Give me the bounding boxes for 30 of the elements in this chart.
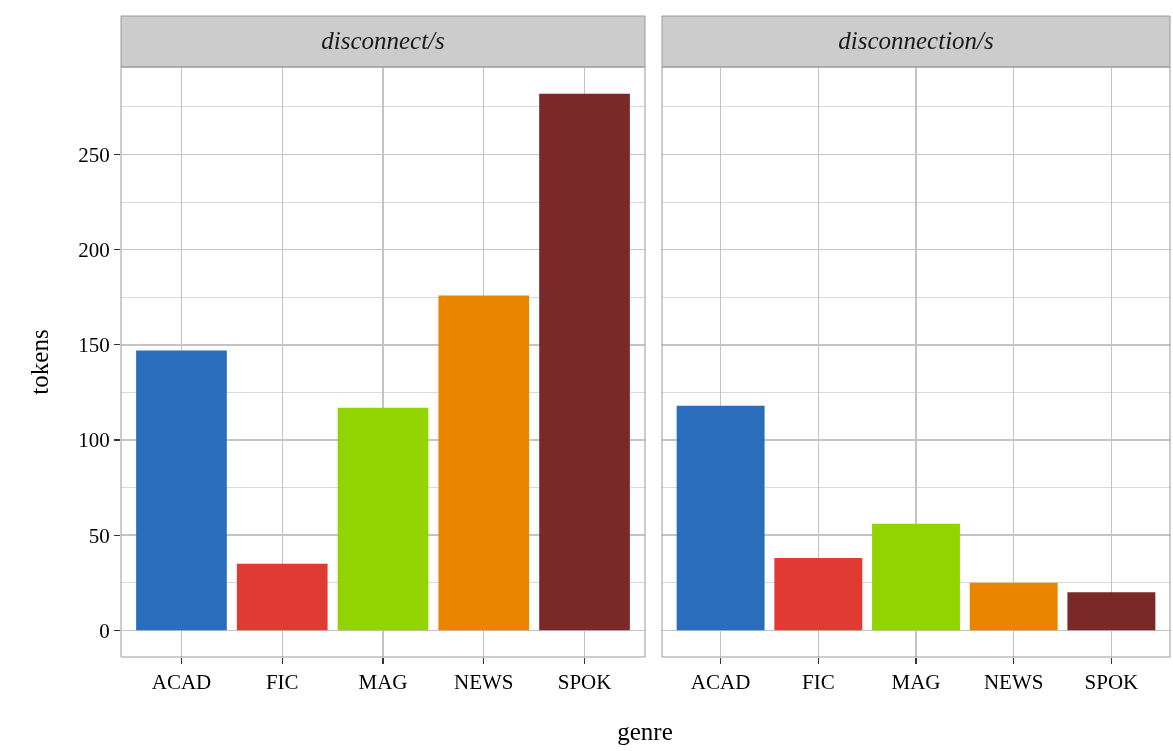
chart-title: disconnect/s bbox=[321, 27, 445, 55]
bar bbox=[337, 407, 429, 631]
y-axis-title: tokens bbox=[26, 329, 54, 395]
x-tick-label: NEWS bbox=[454, 670, 514, 695]
bar bbox=[774, 558, 863, 631]
bar bbox=[438, 295, 530, 631]
chart-title: disconnection/s bbox=[838, 27, 994, 55]
bar bbox=[872, 523, 960, 631]
y-tick-label: 200 bbox=[78, 238, 110, 263]
x-axis-title: genre bbox=[616, 718, 674, 746]
x-tick-label: MAG bbox=[891, 670, 941, 695]
x-tick-label: FIC bbox=[265, 670, 299, 695]
bar bbox=[539, 93, 630, 631]
x-tick-label: SPOK bbox=[1084, 670, 1139, 695]
y-tick-label: 250 bbox=[78, 142, 110, 167]
x-tick-label: MAG bbox=[358, 670, 408, 695]
y-tick-label: 50 bbox=[88, 523, 110, 548]
x-tick-label: FIC bbox=[801, 670, 835, 695]
bar bbox=[676, 405, 765, 631]
bar bbox=[236, 563, 328, 631]
bar bbox=[1067, 592, 1156, 631]
y-tick-label: 0 bbox=[99, 618, 110, 643]
y-tick-label: 100 bbox=[78, 428, 110, 453]
x-tick-label: ACAD bbox=[151, 670, 212, 695]
x-tick-label: NEWS bbox=[983, 670, 1044, 695]
x-tick-label: ACAD bbox=[690, 670, 751, 695]
x-tick-label: SPOK bbox=[557, 670, 612, 695]
bar bbox=[136, 350, 227, 631]
bar bbox=[969, 582, 1058, 631]
y-tick-label: 150 bbox=[78, 333, 110, 358]
